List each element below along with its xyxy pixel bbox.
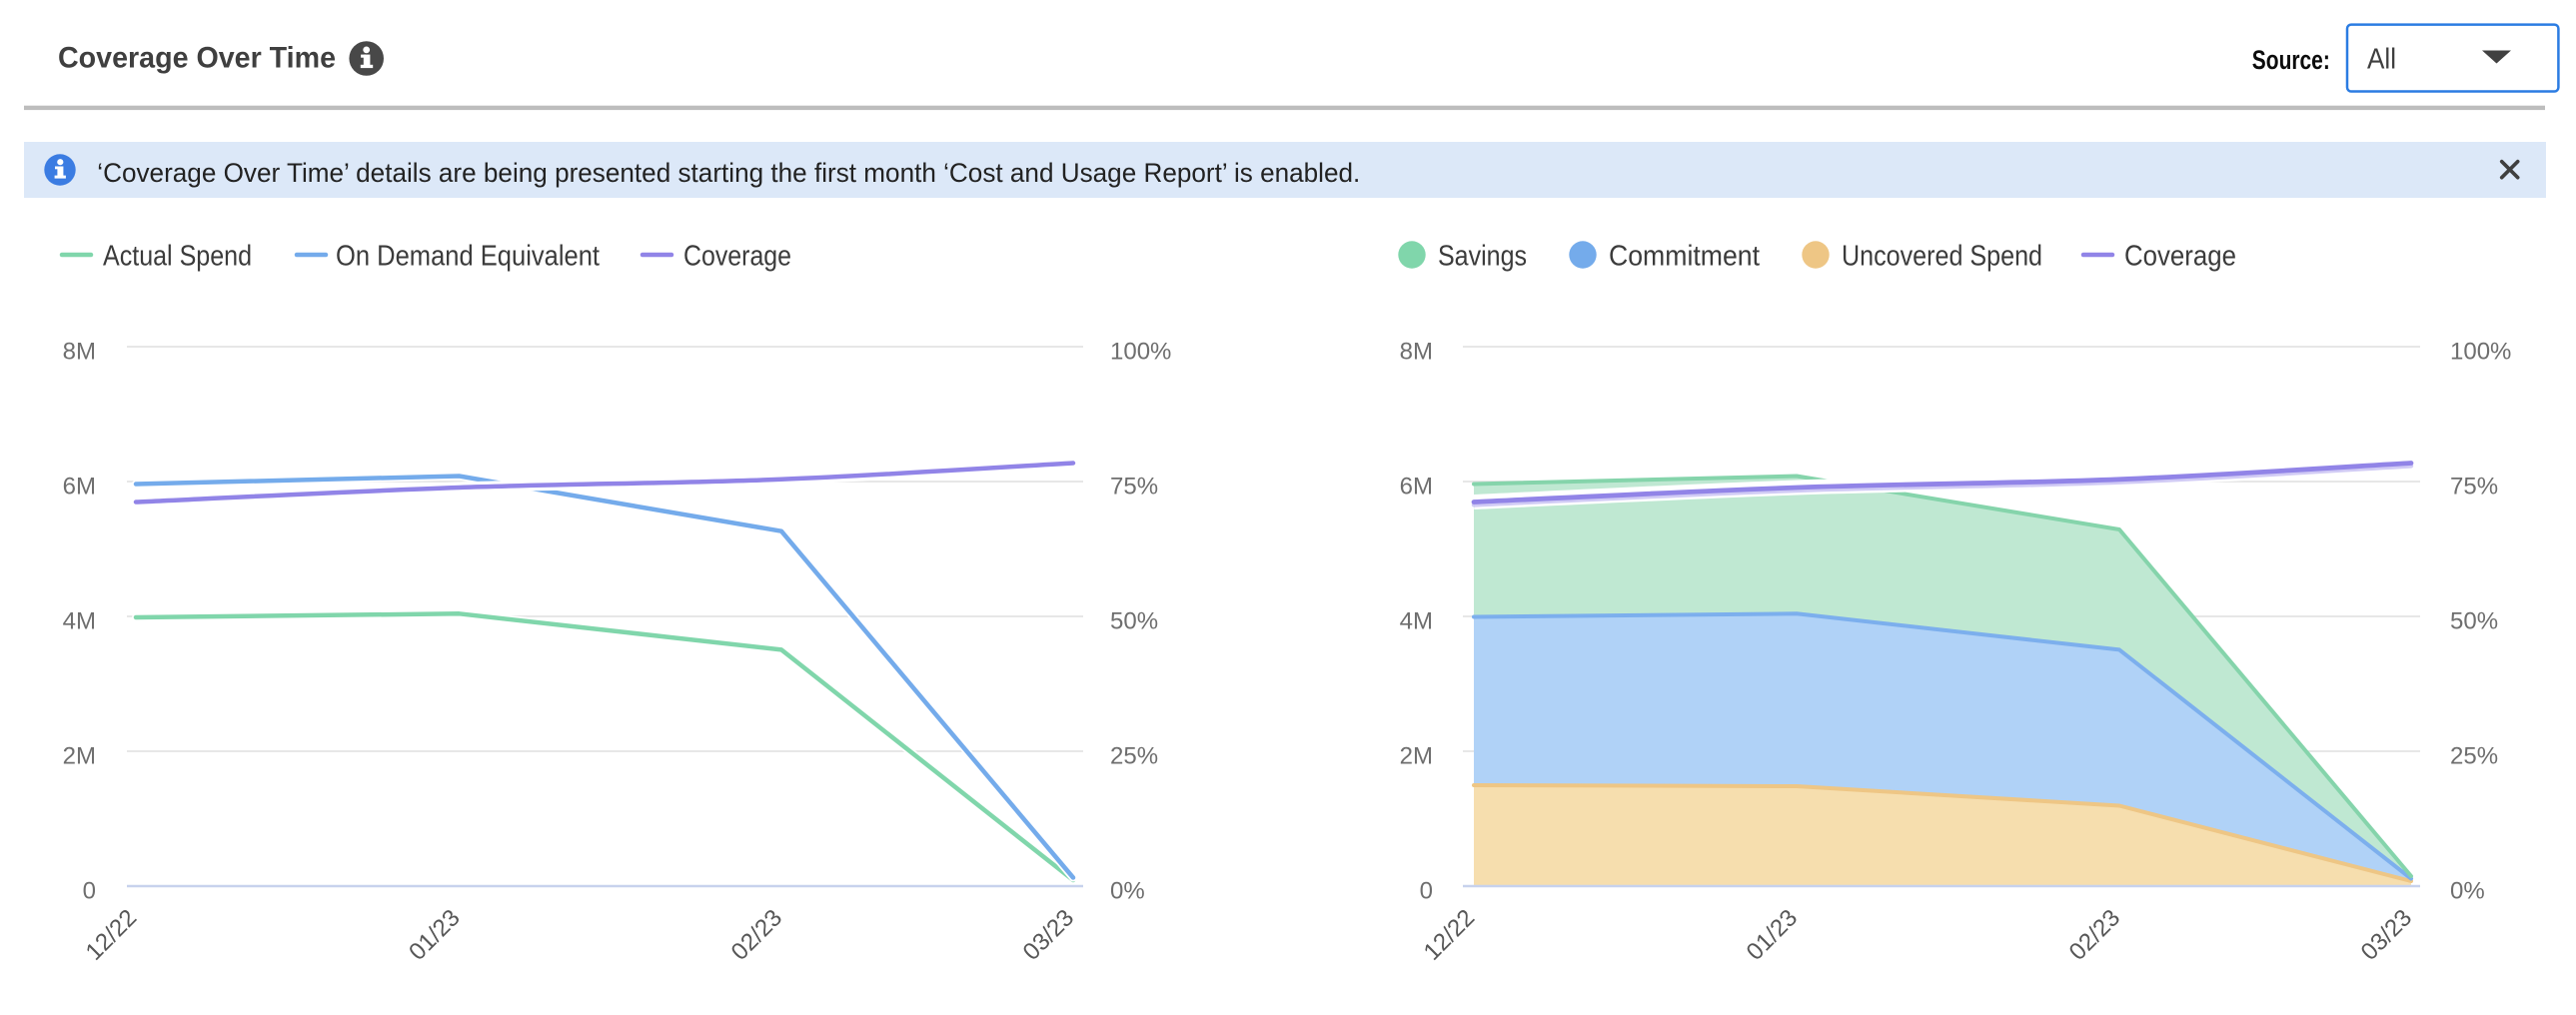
- svg-text:0%: 0%: [1110, 877, 1145, 904]
- svg-text:All: All: [2367, 44, 2396, 76]
- svg-text:12/22: 12/22: [1419, 904, 1481, 966]
- svg-text:Actual Spend: Actual Spend: [103, 241, 252, 273]
- svg-text:25%: 25%: [2450, 742, 2498, 769]
- svg-text:100%: 100%: [2450, 338, 2511, 365]
- svg-text:01/23: 01/23: [1742, 904, 1804, 966]
- svg-text:03/23: 03/23: [2356, 904, 2418, 966]
- svg-text:100%: 100%: [1110, 338, 1171, 365]
- svg-text:Coverage: Coverage: [683, 241, 791, 273]
- svg-text:2M: 2M: [63, 742, 96, 769]
- svg-text:On Demand Equivalent: On Demand Equivalent: [336, 241, 600, 273]
- svg-text:Source:: Source:: [2252, 45, 2330, 75]
- svg-text:25%: 25%: [1110, 742, 1158, 769]
- svg-text:02/23: 02/23: [726, 904, 788, 966]
- svg-text:Uncovered Spend: Uncovered Spend: [1842, 241, 2042, 273]
- svg-text:4M: 4M: [63, 607, 96, 634]
- svg-text:12/22: 12/22: [81, 904, 143, 966]
- svg-text:Coverage: Coverage: [2124, 241, 2236, 273]
- svg-text:4M: 4M: [1400, 607, 1433, 634]
- svg-text:01/23: 01/23: [404, 904, 466, 966]
- svg-text:6M: 6M: [1400, 473, 1433, 500]
- svg-text:0%: 0%: [2450, 877, 2485, 904]
- svg-text:50%: 50%: [2450, 607, 2498, 634]
- svg-text:6M: 6M: [63, 473, 96, 500]
- svg-text:‘Coverage Over Time’ details a: ‘Coverage Over Time’ details are being p…: [97, 158, 1360, 188]
- svg-text:02/23: 02/23: [2064, 904, 2126, 966]
- svg-text:0: 0: [1420, 877, 1433, 904]
- svg-text:50%: 50%: [1110, 607, 1158, 634]
- svg-text:Coverage Over Time: Coverage Over Time: [58, 42, 336, 75]
- svg-text:75%: 75%: [2450, 473, 2498, 500]
- svg-text:75%: 75%: [1110, 473, 1158, 500]
- svg-text:0: 0: [83, 877, 96, 904]
- svg-text:Savings: Savings: [1438, 241, 1527, 273]
- svg-text:03/23: 03/23: [1018, 904, 1080, 966]
- svg-text:8M: 8M: [63, 338, 96, 365]
- svg-text:Commitment: Commitment: [1609, 241, 1760, 273]
- svg-text:8M: 8M: [1400, 338, 1433, 365]
- svg-text:2M: 2M: [1400, 742, 1433, 769]
